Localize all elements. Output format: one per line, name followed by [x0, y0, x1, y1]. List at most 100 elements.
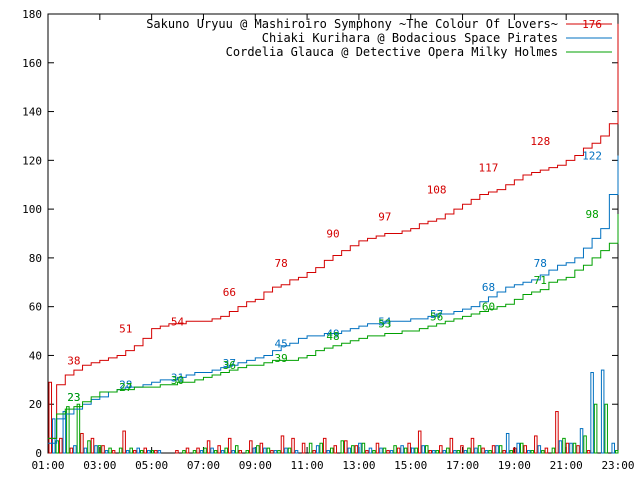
series-point-label: 51: [119, 323, 132, 336]
hourly-bar: [523, 445, 528, 454]
series-point-label: 36: [223, 359, 236, 372]
x-tick-label: 13:00: [342, 459, 375, 472]
x-tick-label: 17:00: [446, 459, 479, 472]
series-point-label: 23: [67, 391, 80, 404]
hourly-bar: [203, 447, 207, 454]
hourly-bar: [308, 442, 313, 454]
hourly-bar: [558, 440, 563, 454]
hourly-bar: [196, 447, 200, 454]
series-line: [48, 213, 619, 439]
hourly-bar: [502, 450, 506, 454]
hourly-bar: [509, 450, 513, 454]
series-point-label: 98: [585, 208, 598, 221]
hourly-bars: [48, 369, 619, 454]
hourly-bar: [301, 442, 306, 454]
hourly-bar: [69, 447, 74, 454]
series-point-label: 48: [326, 330, 339, 343]
x-tick-label: 15:00: [394, 459, 427, 472]
hourly-bar: [491, 445, 496, 454]
hourly-bar: [375, 442, 380, 454]
hourly-bar: [498, 445, 503, 454]
legend-label: Sakuno Uryuu @ Mashiroiro Symphony ~The …: [146, 17, 558, 31]
hourly-bar: [505, 432, 510, 454]
hourly-bar: [400, 445, 404, 454]
hourly-bar: [277, 450, 281, 454]
series-point-label: 78: [275, 257, 288, 270]
y-tick-label: 60: [29, 301, 42, 314]
series-point-label: 45: [275, 337, 288, 350]
hourly-bar: [210, 447, 214, 454]
hourly-bar: [583, 435, 587, 454]
y-tick-label: 20: [29, 398, 42, 411]
hourly-bar: [421, 445, 425, 454]
hourly-bar: [344, 440, 348, 454]
hourly-bar: [287, 447, 292, 454]
hourly-bar: [157, 450, 162, 454]
hourly-bar: [76, 403, 81, 454]
hourly-bar: [139, 450, 144, 454]
hourly-bar: [73, 445, 77, 454]
hourly-bar: [252, 447, 257, 454]
hourly-bar: [442, 450, 447, 454]
hourly-bar: [530, 450, 535, 454]
series-point-label: 90: [326, 228, 339, 241]
series-point-label: 97: [378, 210, 391, 223]
series-point-label: 71: [534, 274, 547, 287]
hourly-bar: [414, 447, 418, 454]
series-point-label: 30: [171, 374, 184, 387]
hourly-bar: [495, 445, 499, 454]
hourly-bar: [382, 447, 387, 454]
hourly-bar: [379, 447, 383, 454]
series-point-label: 49: [326, 327, 339, 340]
hourly-bar: [351, 445, 355, 454]
hourly-bar: [368, 447, 373, 454]
hourly-bar: [199, 450, 204, 454]
hourly-bar: [80, 432, 84, 454]
hourly-bar: [516, 442, 520, 454]
hourly-bar: [562, 437, 566, 454]
hourly-bar: [361, 442, 366, 454]
hourly-bar: [527, 450, 531, 454]
hourly-bar: [150, 450, 155, 454]
hourly-bar: [449, 437, 454, 454]
hourly-bar: [62, 411, 67, 454]
hourly-bar: [435, 450, 440, 454]
hourly-bar: [185, 447, 190, 454]
hourly-bar: [439, 445, 443, 454]
series-point-label: 122: [582, 149, 602, 162]
hourly-bar: [541, 450, 545, 454]
hourly-bar: [565, 442, 570, 454]
hourly-bar: [147, 450, 151, 454]
hourly-bar: [87, 440, 91, 454]
hourly-bar: [227, 437, 232, 454]
hourly-bar: [481, 447, 485, 454]
series-point-label: 60: [482, 301, 495, 314]
hourly-bar: [417, 430, 422, 454]
hourly-bar: [284, 447, 288, 454]
hourly-bar: [600, 369, 605, 454]
legend-label: Chiaki Kurihara @ Bodacious Space Pirate…: [262, 31, 558, 45]
hourly-bar: [129, 447, 133, 454]
hourly-bar: [122, 430, 126, 454]
series-point-label: 54: [378, 315, 392, 328]
series-point-label: 31: [171, 371, 184, 384]
hourly-bar: [463, 450, 468, 454]
hourly-bar: [90, 437, 95, 454]
hourly-bar: [315, 445, 320, 454]
hourly-bar: [249, 440, 253, 454]
hourly-bar: [234, 445, 239, 454]
hourly-bar: [259, 442, 264, 454]
y-axis: 0 20 40 60 80 100 120 140 160 180: [22, 8, 618, 460]
hourly-bar: [266, 447, 271, 454]
hourly-bar: [256, 445, 260, 454]
hourly-bar: [354, 445, 359, 454]
series-point-label: 39: [275, 352, 288, 365]
hourly-bar: [396, 447, 401, 454]
hourly-bar: [273, 450, 278, 454]
hourly-bar: [432, 450, 436, 454]
hourly-bar: [118, 447, 123, 454]
hourly-bar: [312, 450, 316, 454]
hourly-bar: [280, 435, 285, 454]
hourly-bar: [365, 450, 369, 454]
hourly-bar: [410, 447, 415, 454]
